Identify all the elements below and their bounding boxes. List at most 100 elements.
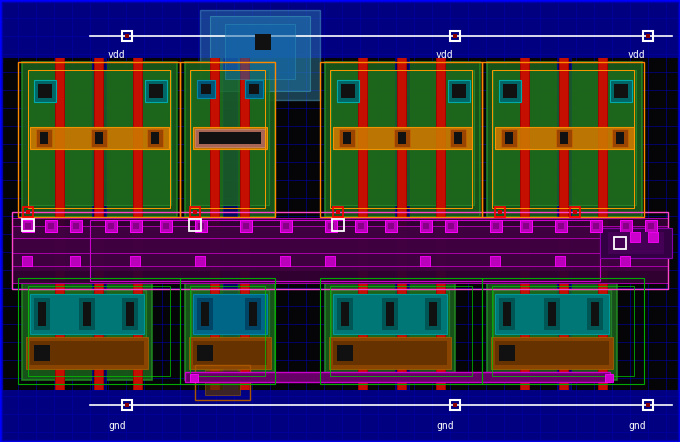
Bar — [197, 298, 213, 330]
Bar — [337, 80, 359, 102]
Bar — [0, 58, 680, 390]
Bar — [495, 341, 609, 365]
Bar — [646, 403, 650, 407]
Bar — [493, 70, 636, 205]
Bar — [599, 58, 607, 390]
Bar — [125, 34, 129, 38]
Bar — [30, 341, 144, 365]
Bar — [22, 282, 152, 380]
Bar — [573, 210, 577, 214]
Bar — [610, 80, 632, 102]
Bar — [18, 62, 180, 217]
Bar — [122, 400, 132, 410]
Bar — [48, 223, 54, 229]
Bar — [28, 70, 171, 205]
Bar — [70, 220, 82, 232]
Bar — [648, 223, 654, 229]
Bar — [130, 256, 140, 266]
Bar — [336, 210, 340, 214]
Bar — [126, 302, 134, 326]
Bar — [151, 132, 159, 144]
Bar — [134, 58, 142, 390]
Bar — [487, 62, 642, 217]
Bar — [210, 16, 310, 91]
Bar — [630, 232, 640, 242]
Bar — [425, 298, 441, 330]
Bar — [190, 374, 198, 382]
Bar — [211, 58, 219, 390]
Bar — [0, 0, 680, 58]
Bar — [548, 302, 556, 326]
Bar — [487, 282, 617, 380]
Bar — [36, 129, 52, 147]
Bar — [616, 132, 624, 144]
Bar — [91, 129, 107, 147]
Bar — [73, 223, 79, 229]
Bar — [385, 220, 397, 232]
Bar — [330, 286, 472, 376]
Bar — [593, 223, 599, 229]
Bar — [34, 298, 50, 330]
Bar — [493, 223, 499, 229]
Bar — [133, 58, 143, 390]
Bar — [95, 58, 103, 390]
Bar — [521, 58, 529, 390]
Bar — [249, 84, 259, 94]
Bar — [608, 232, 664, 254]
Bar — [558, 223, 564, 229]
Bar — [201, 302, 209, 326]
Bar — [245, 298, 261, 330]
Bar — [331, 290, 449, 368]
Bar — [331, 70, 474, 205]
Bar — [197, 80, 215, 98]
Bar — [193, 210, 197, 214]
Bar — [22, 219, 34, 231]
Bar — [163, 223, 169, 229]
Bar — [45, 220, 57, 232]
Bar — [600, 228, 672, 258]
Bar — [341, 84, 355, 98]
Bar — [90, 220, 600, 281]
Bar — [501, 129, 517, 147]
Bar — [40, 132, 48, 144]
Bar — [454, 132, 462, 144]
Bar — [22, 62, 177, 217]
Bar — [28, 70, 170, 208]
Bar — [12, 212, 668, 289]
Bar — [544, 298, 560, 330]
Bar — [25, 223, 31, 229]
Bar — [453, 34, 457, 38]
Bar — [437, 58, 445, 390]
Bar — [503, 302, 511, 326]
Bar — [195, 256, 205, 266]
Bar — [452, 84, 466, 98]
Bar — [397, 58, 407, 390]
Bar — [195, 129, 265, 147]
Bar — [612, 129, 628, 147]
Bar — [95, 132, 103, 144]
Bar — [195, 365, 250, 400]
Bar — [193, 341, 267, 365]
Bar — [614, 84, 628, 98]
Bar — [557, 58, 571, 390]
Bar — [333, 207, 343, 217]
Bar — [445, 220, 457, 232]
Bar — [398, 132, 406, 144]
Bar — [355, 220, 367, 232]
Bar — [122, 298, 138, 330]
Bar — [394, 129, 410, 147]
Bar — [280, 220, 292, 232]
Text: vdd: vdd — [436, 50, 454, 60]
Bar — [395, 58, 409, 390]
Bar — [382, 298, 398, 330]
Bar — [108, 223, 114, 229]
Bar — [34, 345, 50, 361]
Bar — [388, 223, 394, 229]
Bar — [420, 256, 430, 266]
Bar — [240, 58, 250, 390]
Bar — [201, 84, 211, 94]
Bar — [190, 70, 265, 208]
Text: vdd: vdd — [108, 50, 126, 60]
Bar — [499, 345, 515, 361]
Bar — [482, 278, 644, 384]
